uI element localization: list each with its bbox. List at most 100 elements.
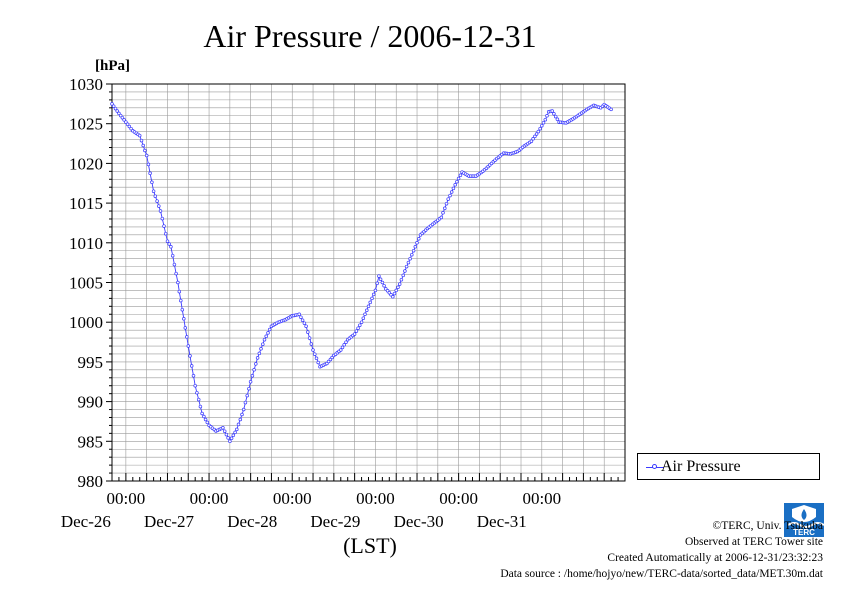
data-point	[238, 417, 243, 422]
data-point	[158, 209, 163, 213]
data-point	[157, 204, 161, 208]
data-point	[415, 241, 419, 245]
x-axis-label: (LST)	[343, 533, 397, 558]
data-point	[185, 335, 189, 339]
data-point	[229, 436, 234, 441]
x-tick-time-label: 00:00	[106, 489, 145, 508]
data-point	[172, 262, 177, 267]
data-point	[122, 118, 126, 122]
y-tick-label: 1000	[69, 313, 103, 332]
footer: ©TERC, Univ. Tsukuba Observed at TERC To…	[500, 518, 823, 582]
data-point	[262, 337, 267, 342]
data-point	[306, 330, 310, 334]
x-tick-date-label: Dec-27	[144, 512, 195, 531]
data-point	[179, 298, 183, 303]
data-point	[261, 342, 265, 346]
data-point	[399, 277, 404, 282]
data-point	[170, 253, 175, 258]
data-point	[248, 380, 253, 384]
data-point	[302, 321, 307, 325]
data-point	[361, 316, 366, 320]
data-point	[365, 308, 369, 313]
data-point	[307, 336, 312, 340]
data-point	[342, 343, 346, 347]
data-point	[446, 197, 450, 201]
data-point	[182, 317, 186, 321]
data-point	[455, 179, 459, 184]
data-point	[534, 132, 539, 136]
data-point	[235, 427, 239, 432]
series-air-pressure	[110, 102, 613, 444]
y-tick-label: 990	[78, 393, 104, 412]
legend: Air Pressure	[637, 453, 820, 480]
data-point	[314, 356, 319, 361]
data-point	[540, 123, 544, 128]
data-point	[167, 242, 171, 246]
chart-title: Air Pressure / 2006-12-31	[203, 18, 536, 54]
data-point	[550, 109, 554, 113]
data-point	[162, 224, 166, 228]
x-tick-time-label: 00:00	[522, 489, 561, 508]
data-point	[359, 320, 364, 324]
data-point	[411, 248, 416, 253]
data-point	[257, 351, 262, 356]
x-tick-time-label: 00:00	[356, 489, 395, 508]
y-tick-label: 980	[78, 472, 104, 491]
data-point	[531, 137, 535, 141]
data-point	[111, 104, 116, 108]
footer-source: Data source : /home/hojyo/new/TERC-data/…	[500, 568, 823, 580]
data-point	[117, 111, 121, 116]
data-point	[555, 117, 560, 122]
data-point	[202, 414, 206, 419]
data-point	[124, 120, 128, 124]
y-tick-label: 985	[78, 432, 104, 451]
data-point	[188, 354, 192, 358]
data-point	[448, 193, 452, 198]
data-point	[413, 245, 418, 249]
data-point	[169, 245, 173, 249]
y-tick-label: 1005	[69, 274, 103, 293]
data-point	[113, 106, 118, 111]
data-point	[377, 274, 381, 278]
data-point	[456, 176, 461, 181]
data-point	[380, 280, 385, 285]
data-point	[139, 138, 144, 143]
data-point	[417, 237, 421, 241]
data-point	[266, 331, 270, 335]
data-point	[404, 264, 409, 269]
data-point	[193, 383, 197, 388]
data-point	[406, 260, 411, 265]
data-point	[120, 115, 125, 120]
data-point	[264, 334, 268, 339]
data-point	[255, 356, 260, 360]
data-point	[449, 190, 454, 194]
data-point	[529, 139, 534, 143]
data-point	[143, 148, 147, 153]
x-tick-date-label: Dec-30	[394, 512, 444, 531]
data-point	[297, 312, 301, 317]
data-point	[356, 326, 360, 330]
data-point	[371, 292, 376, 297]
data-point	[533, 134, 537, 139]
data-point	[236, 422, 241, 427]
data-point	[110, 102, 114, 106]
data-point	[198, 404, 203, 409]
data-point	[300, 318, 305, 322]
data-point	[203, 417, 208, 422]
data-point	[245, 393, 249, 398]
data-point	[543, 117, 548, 122]
x-tick-date-label: Dec-28	[227, 512, 277, 531]
x-tick-date-label: Dec-26	[61, 512, 111, 531]
data-point	[458, 173, 463, 178]
data-point	[339, 348, 343, 352]
data-point	[228, 439, 232, 444]
data-point	[363, 312, 367, 317]
data-point	[205, 420, 210, 425]
data-point	[373, 288, 378, 293]
data-point	[451, 186, 456, 191]
data-point	[444, 201, 449, 206]
data-point	[146, 162, 151, 167]
y-tick-label: 1025	[69, 115, 103, 134]
data-point	[378, 277, 383, 282]
